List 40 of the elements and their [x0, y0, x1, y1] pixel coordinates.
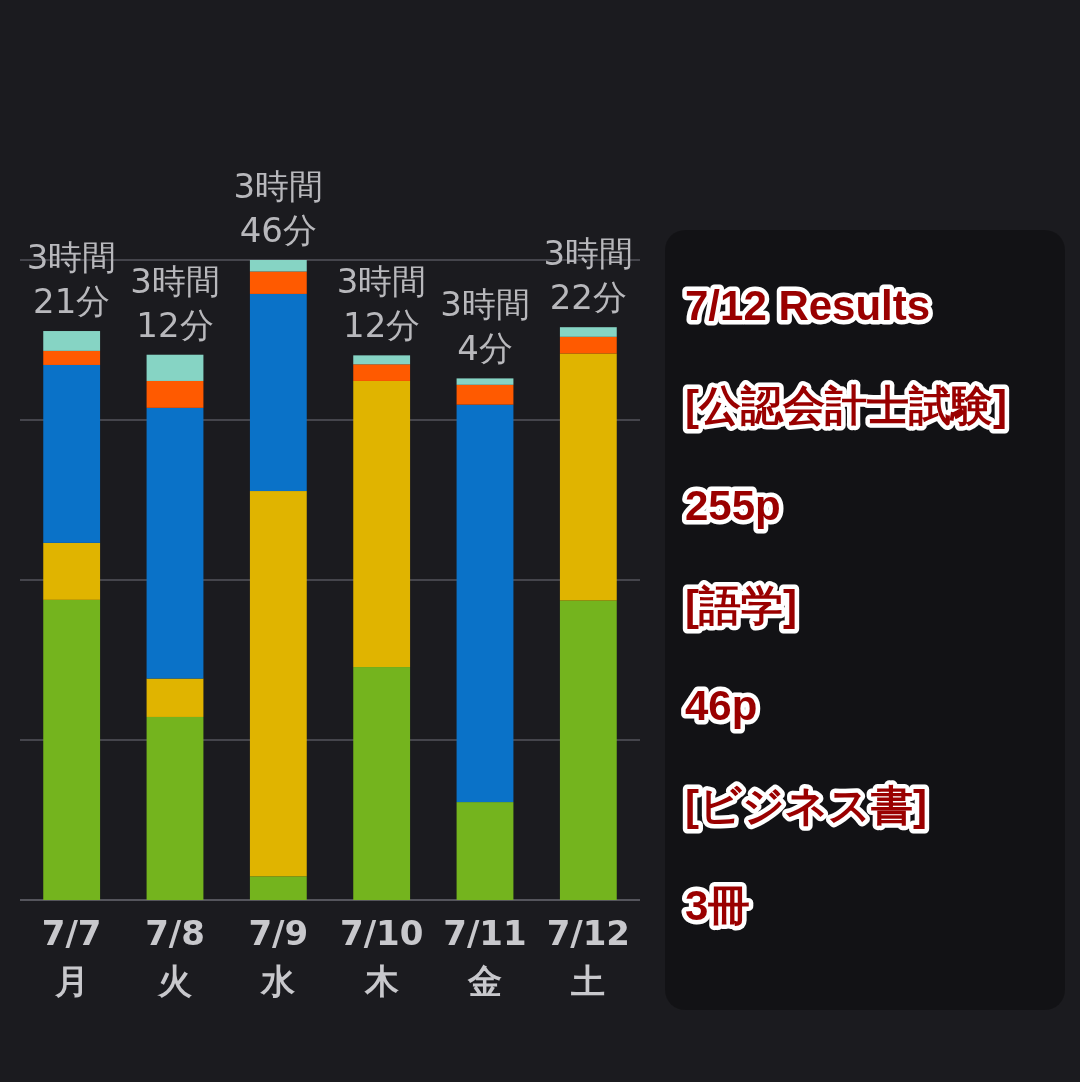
bar [146, 678, 204, 717]
bar [146, 380, 204, 408]
bar [43, 542, 101, 600]
bar [353, 355, 411, 365]
total-label: 3時間 4分 [440, 284, 530, 369]
x-tick-label: 7/7 月 [41, 913, 102, 1001]
bar [353, 667, 411, 900]
bar [43, 331, 101, 351]
bar [456, 384, 514, 405]
x-tick-label: 7/11 金 [443, 913, 527, 1001]
bar [559, 336, 617, 354]
bar [559, 353, 617, 601]
total-label: 3時間 12分 [336, 261, 427, 346]
total-label: 3時間 22分 [543, 233, 634, 318]
bar [456, 378, 514, 385]
bar [559, 327, 617, 337]
total-label: 3時間 21分 [26, 237, 117, 322]
bar [456, 404, 514, 803]
annotations: 7/12 Results [公認会計士試験] 255p [語学] 46p [ビジネス書] 3冊 [665, 230, 1065, 1010]
bar [249, 876, 307, 900]
bar [146, 716, 204, 900]
x-tick-label: 7/10 木 [339, 913, 424, 1001]
x-tick-label: 7/12 土 [546, 913, 631, 1001]
bar [146, 407, 204, 679]
bar [43, 350, 101, 365]
bar [353, 364, 411, 381]
bar [43, 364, 101, 543]
bar [249, 260, 307, 272]
bar [43, 599, 101, 900]
total-label: 3時間 46分 [233, 166, 324, 250]
total-label: 3時間 12分 [130, 260, 220, 345]
x-tick-label: 7/8 火 [145, 913, 205, 1001]
bar [249, 271, 307, 294]
bar [353, 380, 411, 668]
x-tick-label: 7/9 水 [248, 913, 309, 1001]
bar [249, 293, 307, 492]
bar [146, 354, 204, 381]
bar [456, 802, 514, 900]
bar [249, 491, 307, 877]
bar [559, 600, 617, 900]
